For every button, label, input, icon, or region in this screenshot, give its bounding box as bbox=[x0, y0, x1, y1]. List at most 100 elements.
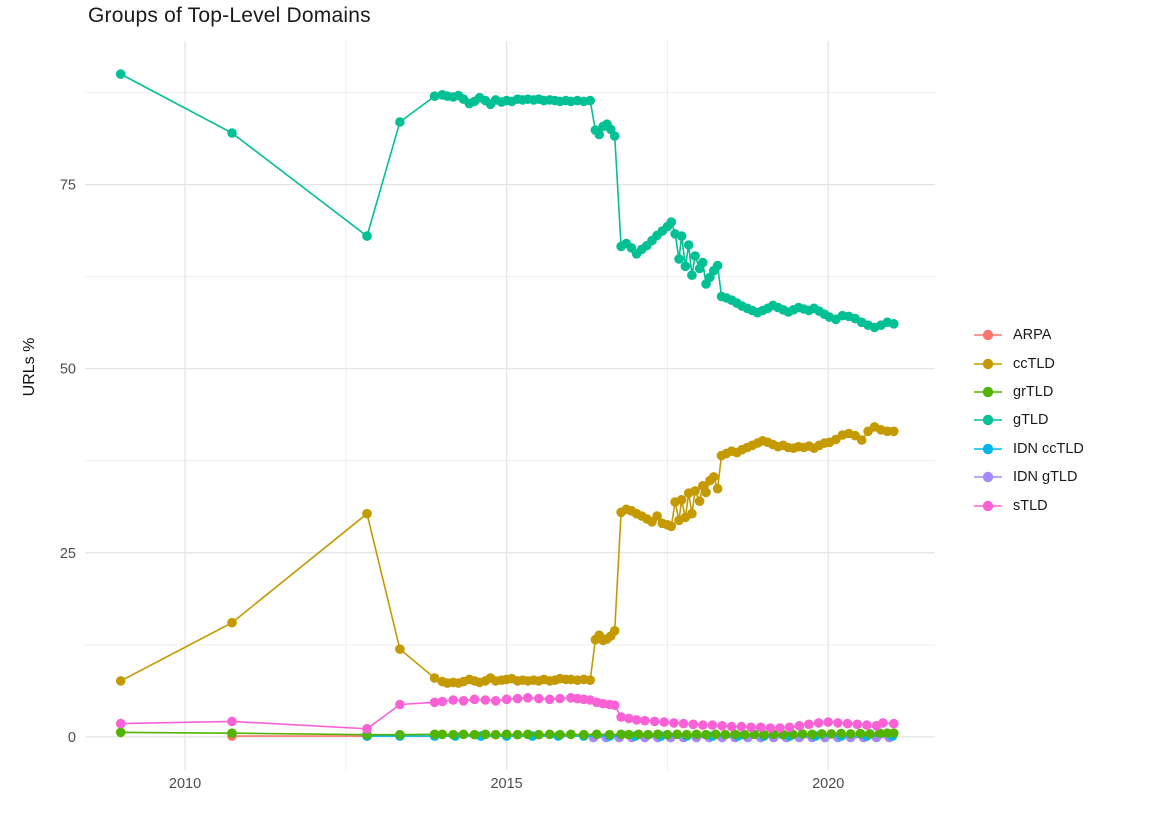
legend-key-dot bbox=[982, 500, 994, 511]
series-point-stld bbox=[609, 700, 620, 710]
series-point-stld bbox=[448, 695, 459, 705]
series-point-stld bbox=[862, 720, 872, 730]
series-point-grtld bbox=[817, 729, 827, 739]
series-point-stld bbox=[688, 719, 698, 730]
legend-label: grTLD bbox=[1013, 383, 1054, 400]
series-point-grtld bbox=[544, 729, 555, 740]
series-point-stld bbox=[490, 696, 501, 706]
series-point-cctld bbox=[856, 435, 867, 445]
series-point-stld bbox=[429, 697, 440, 708]
series-point-gtld bbox=[594, 129, 604, 140]
series-point-grtld bbox=[579, 729, 589, 740]
series-point-grtld bbox=[624, 729, 634, 740]
series-point-stld bbox=[395, 699, 405, 710]
legend-key-dot bbox=[982, 329, 994, 341]
legend-label: sTLD bbox=[1013, 497, 1048, 514]
series-point-grtld bbox=[604, 729, 615, 740]
series-point-stld bbox=[640, 715, 650, 726]
series-point-gtld bbox=[698, 257, 708, 268]
series-point-grtld bbox=[865, 729, 875, 739]
series-point-cctld bbox=[429, 673, 440, 683]
series-point-grtld bbox=[633, 729, 644, 740]
series-point-gtld bbox=[676, 231, 687, 241]
series-point-stld bbox=[469, 694, 480, 705]
series-point-grtld bbox=[616, 729, 626, 740]
x-tick-label: 2015 bbox=[490, 776, 522, 792]
legend-item-idn-gtld: IDN gTLD bbox=[972, 463, 1084, 491]
legend: ARPA ccTLD grTLD gTLD IDN ccTLD IDN gTLD sTLD bbox=[972, 321, 1084, 520]
series-point-stld bbox=[659, 717, 669, 727]
series-point-gtld bbox=[690, 251, 700, 261]
series-point-grtld bbox=[845, 729, 856, 739]
series-point-gtld bbox=[680, 261, 691, 272]
legend-item-idn-cctld: IDN ccTLD bbox=[972, 435, 1084, 463]
series-point-grtld bbox=[448, 729, 459, 740]
series-point-gtld bbox=[889, 319, 899, 329]
series-point-grtld bbox=[555, 729, 565, 740]
series-point-cctld bbox=[227, 617, 237, 628]
series-point-cctld bbox=[708, 472, 719, 482]
series-point-grtld bbox=[458, 729, 469, 740]
series-point-stld bbox=[512, 693, 523, 704]
series-point-stld bbox=[115, 718, 126, 729]
legend-item-cctld: ccTLD bbox=[972, 349, 1084, 377]
series-point-stld bbox=[765, 723, 776, 733]
legend-key-dot bbox=[982, 415, 994, 426]
legend-key-dot bbox=[982, 443, 994, 454]
series-point-stld bbox=[707, 720, 718, 730]
chart-title: Groups of Top-Level Domains bbox=[88, 4, 371, 27]
series-point-grtld bbox=[672, 729, 682, 740]
series-point-stld bbox=[534, 693, 544, 704]
series-point-grtld bbox=[826, 729, 837, 739]
series-point-gtld bbox=[683, 240, 694, 250]
series-point-stld bbox=[631, 715, 642, 725]
series-point-cctld bbox=[676, 495, 687, 505]
series-point-gtld bbox=[609, 131, 620, 141]
series-point-gtld bbox=[674, 254, 684, 264]
series-point-cctld bbox=[889, 426, 899, 437]
series-point-grtld bbox=[836, 728, 846, 739]
series-point-grtld bbox=[512, 729, 523, 740]
series-point-stld bbox=[726, 721, 737, 732]
legend-label: ARPA bbox=[1013, 327, 1052, 344]
series-point-grtld bbox=[395, 729, 405, 740]
y-tick-label: 50 bbox=[60, 362, 76, 378]
series-point-cctld bbox=[690, 486, 700, 496]
series-point-grtld bbox=[720, 729, 731, 740]
series-point-stld bbox=[794, 721, 805, 731]
series-point-grtld bbox=[797, 729, 808, 739]
series-point-grtld bbox=[653, 729, 663, 740]
x-tick-label: 2010 bbox=[169, 776, 201, 792]
series-point-grtld bbox=[115, 727, 126, 738]
y-tick-label: 0 bbox=[68, 730, 76, 746]
series-point-grtld bbox=[429, 729, 440, 740]
series-point-cctld bbox=[694, 496, 705, 507]
legend-key-icon bbox=[974, 500, 1002, 511]
series-point-stld bbox=[784, 722, 795, 733]
series-point-grtld bbox=[730, 729, 740, 740]
legend-key-icon bbox=[974, 329, 1002, 341]
legend-label: ccTLD bbox=[1013, 355, 1055, 372]
legend-item-arpa: ARPA bbox=[972, 321, 1084, 349]
series-point-stld bbox=[878, 718, 888, 728]
legend-key-dot bbox=[982, 386, 994, 398]
series-point-grtld bbox=[566, 729, 576, 740]
series-point-grtld bbox=[523, 729, 533, 740]
series-point-stld bbox=[669, 718, 679, 728]
series-point-grtld bbox=[437, 729, 448, 740]
series-point-gtld bbox=[687, 270, 697, 281]
series-point-stld bbox=[501, 694, 512, 705]
legend-item-grtld: grTLD bbox=[972, 378, 1084, 406]
series-point-stld bbox=[813, 718, 824, 728]
legend-item-gtld: gTLD bbox=[972, 406, 1084, 434]
series-point-grtld bbox=[591, 729, 602, 740]
legend-key-icon bbox=[974, 443, 1002, 454]
series-point-grtld bbox=[874, 728, 885, 738]
series-point-cctld bbox=[362, 508, 372, 519]
legend-key-icon bbox=[974, 358, 1002, 369]
series-point-stld bbox=[698, 720, 708, 730]
series-point-stld bbox=[775, 723, 785, 733]
series-point-cctld bbox=[585, 675, 595, 685]
